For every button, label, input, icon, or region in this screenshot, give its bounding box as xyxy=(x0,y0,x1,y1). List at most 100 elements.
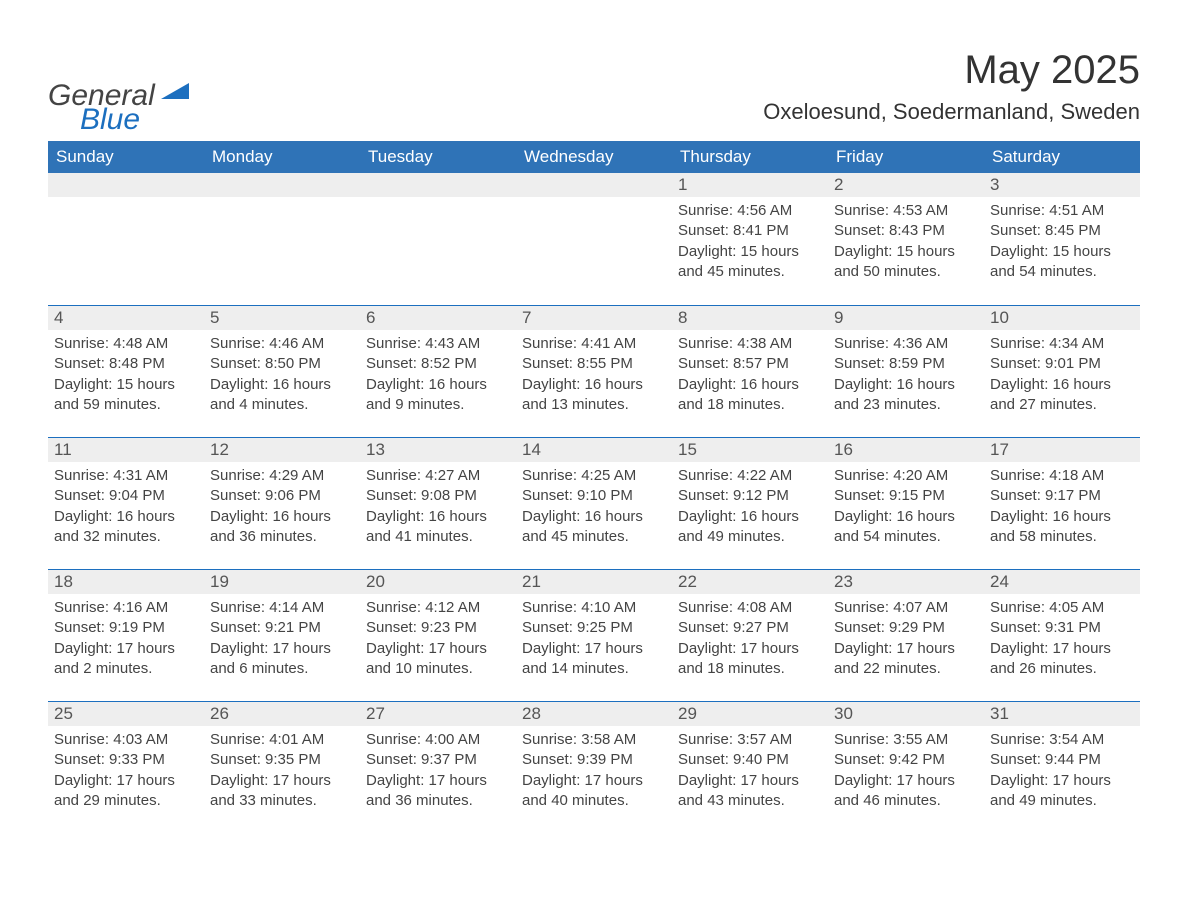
sunset-text: Sunset: 9:40 PM xyxy=(678,750,822,770)
day-details: Sunrise: 4:25 AMSunset: 9:10 PMDaylight:… xyxy=(516,462,672,551)
day-details: Sunrise: 4:34 AMSunset: 9:01 PMDaylight:… xyxy=(984,330,1140,419)
calendar-cell: 30Sunrise: 3:55 AMSunset: 9:42 PMDayligh… xyxy=(828,701,984,833)
day-number: 30 xyxy=(828,701,984,726)
sunrise-text: Sunrise: 4:05 AM xyxy=(990,598,1134,618)
sunset-text: Sunset: 9:06 PM xyxy=(210,486,354,506)
sunset-text: Sunset: 9:12 PM xyxy=(678,486,822,506)
day-number: 8 xyxy=(672,305,828,330)
sunset-text: Sunset: 8:57 PM xyxy=(678,354,822,374)
calendar-cell: 1Sunrise: 4:56 AMSunset: 8:41 PMDaylight… xyxy=(672,173,828,305)
day-details: Sunrise: 4:14 AMSunset: 9:21 PMDaylight:… xyxy=(204,594,360,683)
daylight-text: Daylight: 17 hours and 26 minutes. xyxy=(990,639,1134,680)
sunrise-text: Sunrise: 3:57 AM xyxy=(678,730,822,750)
calendar-cell: 10Sunrise: 4:34 AMSunset: 9:01 PMDayligh… xyxy=(984,305,1140,437)
day-number xyxy=(48,173,204,197)
daylight-text: Daylight: 16 hours and 32 minutes. xyxy=(54,507,198,548)
daylight-text: Daylight: 16 hours and 54 minutes. xyxy=(834,507,978,548)
sunrise-text: Sunrise: 4:53 AM xyxy=(834,201,978,221)
day-number: 29 xyxy=(672,701,828,726)
day-number: 16 xyxy=(828,437,984,462)
daylight-text: Daylight: 17 hours and 46 minutes. xyxy=(834,771,978,812)
day-details: Sunrise: 4:22 AMSunset: 9:12 PMDaylight:… xyxy=(672,462,828,551)
calendar-cell: 17Sunrise: 4:18 AMSunset: 9:17 PMDayligh… xyxy=(984,437,1140,569)
title-block: May 2025 Oxeloesund, Soedermanland, Swed… xyxy=(763,48,1140,135)
calendar-cell: 6 Sunrise: 4:43 AMSunset: 8:52 PMDaylight… xyxy=(360,305,516,437)
day-details: Sunrise: 4:01 AMSunset: 9:35 PMDaylight:… xyxy=(204,726,360,815)
day-number: 25 xyxy=(48,701,204,726)
sunrise-text: Sunrise: 4:22 AM xyxy=(678,466,822,486)
calendar-cell: 16Sunrise: 4:20 AMSunset: 9:15 PMDayligh… xyxy=(828,437,984,569)
day-details: Sunrise: 4:00 AMSunset: 9:37 PMDaylight:… xyxy=(360,726,516,815)
day-details: Sunrise: 4:18 AMSunset: 9:17 PMDaylight:… xyxy=(984,462,1140,551)
day-details: Sunrise: 4:16 AMSunset: 9:19 PMDaylight:… xyxy=(48,594,204,683)
calendar-cell: 13Sunrise: 4:27 AMSunset: 9:08 PMDayligh… xyxy=(360,437,516,569)
sunrise-text: Sunrise: 4:08 AM xyxy=(678,598,822,618)
calendar-cell: 15Sunrise: 4:22 AMSunset: 9:12 PMDayligh… xyxy=(672,437,828,569)
sunset-text: Sunset: 9:42 PM xyxy=(834,750,978,770)
sunset-text: Sunset: 9:01 PM xyxy=(990,354,1134,374)
sunset-text: Sunset: 9:25 PM xyxy=(522,618,666,638)
sunset-text: Sunset: 9:39 PM xyxy=(522,750,666,770)
sunrise-text: Sunrise: 4:34 AM xyxy=(990,334,1134,354)
daylight-text: Daylight: 16 hours and 9 minutes. xyxy=(366,375,510,416)
daylight-text: Daylight: 16 hours and 41 minutes. xyxy=(366,507,510,548)
sunrise-text: Sunrise: 4:07 AM xyxy=(834,598,978,618)
day-header-sun: Sunday xyxy=(48,141,204,173)
day-number: 17 xyxy=(984,437,1140,462)
calendar-cell: 28Sunrise: 3:58 AMSunset: 9:39 PMDayligh… xyxy=(516,701,672,833)
sunset-text: Sunset: 9:37 PM xyxy=(366,750,510,770)
sunrise-text: Sunrise: 4:31 AM xyxy=(54,466,198,486)
calendar-cell xyxy=(516,173,672,305)
daylight-text: Daylight: 17 hours and 10 minutes. xyxy=(366,639,510,680)
sunset-text: Sunset: 9:27 PM xyxy=(678,618,822,638)
day-details: Sunrise: 4:48 AMSunset: 8:48 PMDaylight:… xyxy=(48,330,204,419)
sunset-text: Sunset: 8:52 PM xyxy=(366,354,510,374)
sunrise-text: Sunrise: 4:46 AM xyxy=(210,334,354,354)
logo-text-blue: Blue xyxy=(80,105,189,135)
sunset-text: Sunset: 9:21 PM xyxy=(210,618,354,638)
sunset-text: Sunset: 8:45 PM xyxy=(990,221,1134,241)
day-number: 21 xyxy=(516,569,672,594)
day-details: Sunrise: 4:41 AMSunset: 8:55 PMDaylight:… xyxy=(516,330,672,419)
daylight-text: Daylight: 17 hours and 6 minutes. xyxy=(210,639,354,680)
calendar-cell xyxy=(204,173,360,305)
day-number: 6 xyxy=(360,305,516,330)
calendar-cell: 11Sunrise: 4:31 AMSunset: 9:04 PMDayligh… xyxy=(48,437,204,569)
day-details: Sunrise: 4:08 AMSunset: 9:27 PMDaylight:… xyxy=(672,594,828,683)
calendar-cell: 23Sunrise: 4:07 AMSunset: 9:29 PMDayligh… xyxy=(828,569,984,701)
day-number: 24 xyxy=(984,569,1140,594)
sunrise-text: Sunrise: 4:43 AM xyxy=(366,334,510,354)
sunset-text: Sunset: 8:43 PM xyxy=(834,221,978,241)
daylight-text: Daylight: 17 hours and 2 minutes. xyxy=(54,639,198,680)
sunset-text: Sunset: 9:35 PM xyxy=(210,750,354,770)
sunrise-text: Sunrise: 4:14 AM xyxy=(210,598,354,618)
calendar-cell: 24Sunrise: 4:05 AMSunset: 9:31 PMDayligh… xyxy=(984,569,1140,701)
sunset-text: Sunset: 8:55 PM xyxy=(522,354,666,374)
sunset-text: Sunset: 8:41 PM xyxy=(678,221,822,241)
sunrise-text: Sunrise: 4:18 AM xyxy=(990,466,1134,486)
calendar-cell: 9Sunrise: 4:36 AMSunset: 8:59 PMDaylight… xyxy=(828,305,984,437)
calendar-week-row: 25Sunrise: 4:03 AMSunset: 9:33 PMDayligh… xyxy=(48,701,1140,833)
day-number: 18 xyxy=(48,569,204,594)
location-label: Oxeloesund, Soedermanland, Sweden xyxy=(763,99,1140,125)
daylight-text: Daylight: 16 hours and 36 minutes. xyxy=(210,507,354,548)
calendar-header-row: Sunday Monday Tuesday Wednesday Thursday… xyxy=(48,141,1140,173)
daylight-text: Daylight: 16 hours and 23 minutes. xyxy=(834,375,978,416)
calendar-cell: 8Sunrise: 4:38 AMSunset: 8:57 PMDaylight… xyxy=(672,305,828,437)
calendar-cell: 20Sunrise: 4:12 AMSunset: 9:23 PMDayligh… xyxy=(360,569,516,701)
day-details: Sunrise: 4:10 AMSunset: 9:25 PMDaylight:… xyxy=(516,594,672,683)
calendar-cell: 21Sunrise: 4:10 AMSunset: 9:25 PMDayligh… xyxy=(516,569,672,701)
day-details: Sunrise: 4:38 AMSunset: 8:57 PMDaylight:… xyxy=(672,330,828,419)
day-number: 20 xyxy=(360,569,516,594)
sunset-text: Sunset: 9:44 PM xyxy=(990,750,1134,770)
day-details: Sunrise: 4:51 AMSunset: 8:45 PMDaylight:… xyxy=(984,197,1140,286)
day-number: 12 xyxy=(204,437,360,462)
sunset-text: Sunset: 9:15 PM xyxy=(834,486,978,506)
day-details: Sunrise: 4:12 AMSunset: 9:23 PMDaylight:… xyxy=(360,594,516,683)
calendar-cell xyxy=(48,173,204,305)
sunrise-text: Sunrise: 4:48 AM xyxy=(54,334,198,354)
day-details: Sunrise: 4:53 AMSunset: 8:43 PMDaylight:… xyxy=(828,197,984,286)
daylight-text: Daylight: 17 hours and 22 minutes. xyxy=(834,639,978,680)
calendar-cell: 12Sunrise: 4:29 AMSunset: 9:06 PMDayligh… xyxy=(204,437,360,569)
calendar-cell: 14Sunrise: 4:25 AMSunset: 9:10 PMDayligh… xyxy=(516,437,672,569)
